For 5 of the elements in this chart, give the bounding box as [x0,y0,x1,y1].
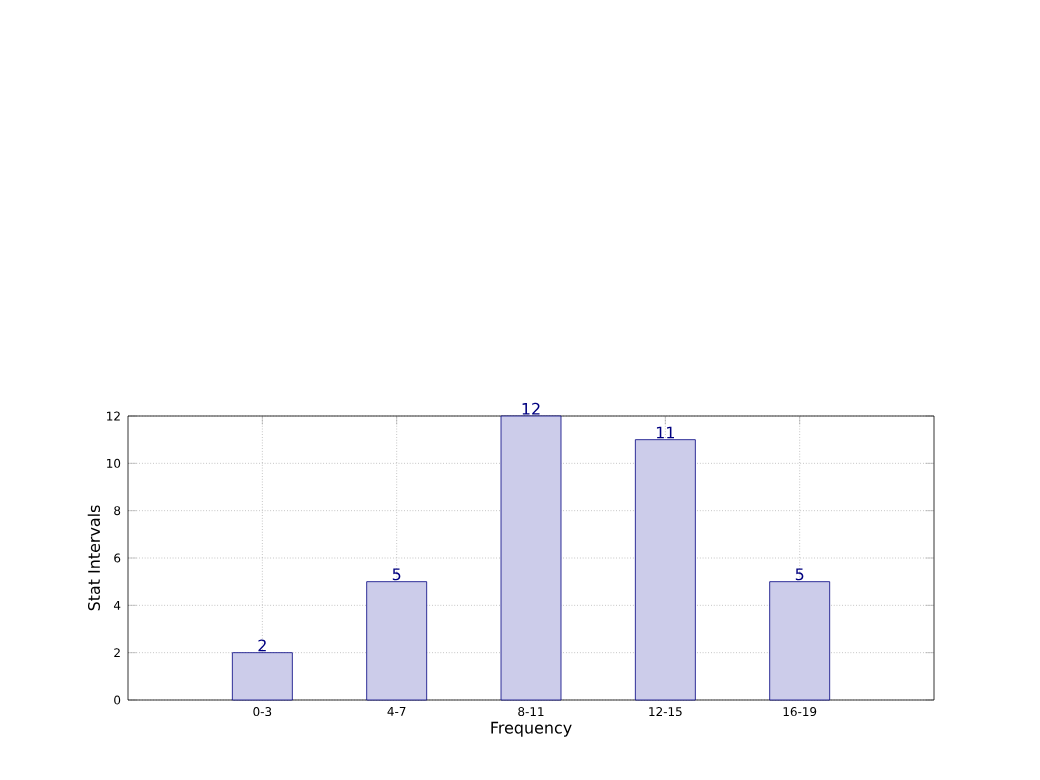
bar [231,652,293,701]
bar [634,439,696,701]
bar [500,415,562,701]
bar [366,581,428,701]
bar [769,581,831,701]
